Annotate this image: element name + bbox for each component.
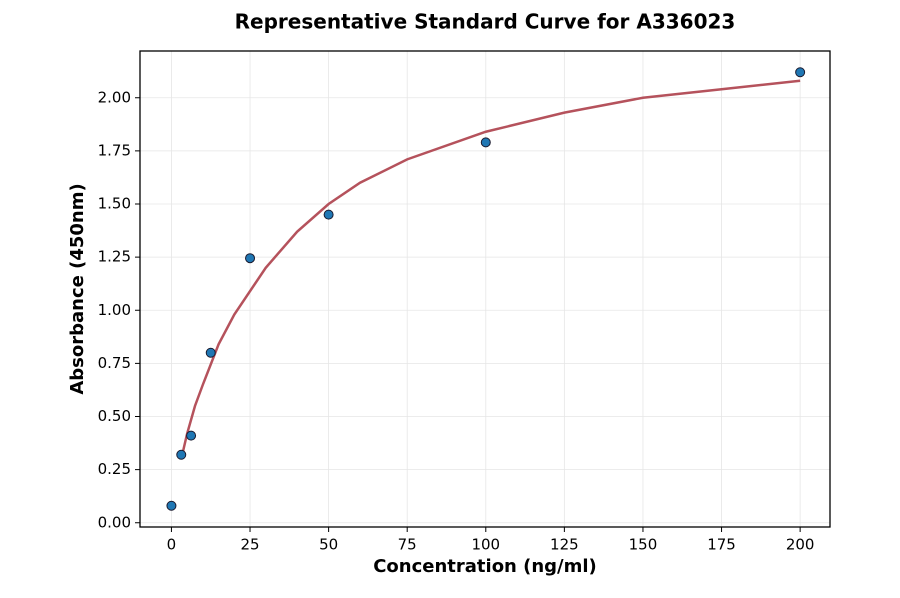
y-tick-label: 1.50 <box>98 195 131 213</box>
y-tick-label: 1.75 <box>98 141 131 159</box>
fit-curve <box>180 79 801 460</box>
data-point <box>205 347 216 358</box>
x-tick-label: 100 <box>471 536 500 554</box>
chart-title: Representative Standard Curve for A33602… <box>235 10 736 34</box>
data-point <box>795 67 806 78</box>
y-tick-label: 0.75 <box>98 354 131 372</box>
y-tick-label: 1.25 <box>98 248 131 266</box>
x-axis-label: Concentration (ng/ml) <box>373 556 597 577</box>
data-point <box>480 137 491 148</box>
y-tick-label: 0.00 <box>98 513 131 531</box>
data-point <box>186 430 197 441</box>
x-tick-label: 175 <box>707 536 736 554</box>
y-tick-label: 0.50 <box>98 407 131 425</box>
x-tick-label: 75 <box>398 536 417 554</box>
plot-frame <box>139 50 831 528</box>
y-tick-label: 1.00 <box>98 301 131 319</box>
x-tick-label: 25 <box>240 536 259 554</box>
x-tick-label: 0 <box>167 536 177 554</box>
y-axis-label: Absorbance (450nm) <box>67 183 88 394</box>
data-point <box>176 449 187 460</box>
y-tick-label: 2.00 <box>98 88 131 106</box>
x-tick-label: 125 <box>550 536 579 554</box>
x-tick-label: 50 <box>319 536 338 554</box>
x-tick-label: 200 <box>786 536 815 554</box>
data-point <box>323 209 334 220</box>
y-tick-label: 0.25 <box>98 460 131 478</box>
data-point <box>245 253 256 264</box>
x-tick-label: 150 <box>629 536 658 554</box>
data-point <box>166 500 177 511</box>
